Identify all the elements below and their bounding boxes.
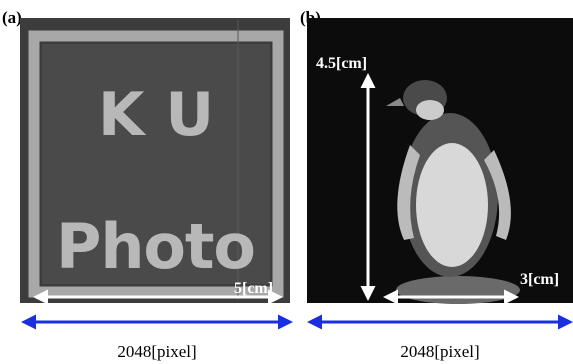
- height-label: 4.5[cm]: [316, 55, 367, 72]
- width-label: 5[cm]: [234, 280, 273, 297]
- width-label: 3[cm]: [520, 271, 559, 288]
- image-text: Photo: [56, 210, 256, 283]
- image-a: K U Photo: [20, 18, 290, 303]
- pixel-label: 2048[pixel]: [400, 342, 479, 361]
- pixel-label: 2048[pixel]: [117, 342, 196, 361]
- panel-label: (a): [2, 8, 22, 27]
- figure: (a) K U Photo 5[cm] 2048[pixel] (b) 4.5[…: [0, 0, 573, 364]
- image-text: K U: [98, 80, 214, 150]
